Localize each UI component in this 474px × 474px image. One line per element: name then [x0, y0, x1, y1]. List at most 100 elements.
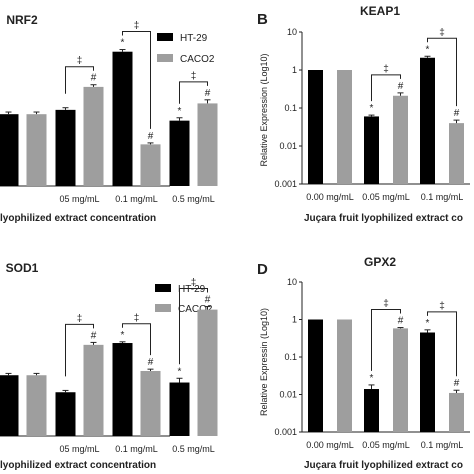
panel-sod1: SOD1 lyophilized extract concentration H… [0, 261, 218, 471]
x-tick-label: 0.1 mg/mL [421, 192, 464, 202]
comparison-bracket [179, 81, 208, 104]
panel-nrf2-legend: HT-29 CACO2 [157, 33, 215, 65]
significance-hash: # [148, 357, 154, 368]
legend-swatch-caco2 [155, 304, 171, 312]
x-tick-label: 0.1 mg/mL [421, 440, 464, 450]
panel-gpx2-title: GPX2 [364, 255, 396, 269]
bar-caco2-1 [393, 95, 408, 184]
y-tick-label: 10 [287, 277, 297, 287]
x-tick-label: 0.5 mg/mL [172, 444, 215, 454]
comparison-bracket [122, 323, 151, 356]
bracket-label: ‡ [439, 27, 445, 38]
comparison-bracket [371, 74, 401, 102]
bar-ht29-0 [0, 375, 19, 436]
panel-gpx2-letter: D [257, 261, 268, 278]
significance-hash: # [91, 330, 97, 341]
bracket-label: ‡ [191, 278, 197, 289]
panel-sod1-xlabel: lyophilized extract concentration [0, 460, 156, 471]
legend-label-caco2: CACO2 [178, 304, 213, 315]
panel-sod1-legend: HT-29 CACO2 [155, 284, 213, 315]
y-tick-label: 0.01 [279, 141, 297, 151]
y-tick-label: 1 [292, 65, 297, 75]
x-tick-label: 0.05 mg/mL [362, 440, 410, 450]
significance-hash: # [398, 81, 404, 92]
bar-caco2-1 [83, 86, 104, 186]
comparison-bracket [65, 66, 94, 94]
y-tick-label: 0.001 [274, 427, 297, 437]
bar-caco2-0 [337, 319, 352, 432]
comparison-bracket [65, 323, 94, 377]
x-tick-label: 05 mg/mL [59, 444, 99, 454]
bracket-label: ‡ [77, 56, 83, 67]
significance-hash: # [205, 88, 211, 99]
significance-hash: # [148, 131, 154, 142]
bar-caco2-0 [26, 114, 47, 186]
y-tick-label: 0.001 [274, 179, 297, 189]
panel-keap1-ylabel: Relative Expression (Log10) [259, 53, 269, 166]
bar-ht29-3 [169, 382, 190, 436]
bar-caco2-0 [337, 70, 352, 184]
significance-hash: # [454, 378, 460, 389]
legend-label-caco2: CACO2 [180, 54, 215, 65]
panel-nrf2: NRF2 lyophilized extract concentration H… [0, 13, 218, 224]
significance-star: * [178, 106, 182, 117]
x-tick-label: 0.00 mg/mL [306, 440, 354, 450]
x-tick-label: 0.1 mg/mL [115, 194, 158, 204]
significance-hash: # [205, 295, 211, 306]
bar-caco2-3 [197, 103, 218, 186]
bracket-label: ‡ [134, 21, 140, 32]
x-tick-label: 0.00 mg/mL [306, 192, 354, 202]
bar-caco2-3 [197, 309, 218, 436]
comparison-bracket [179, 288, 208, 365]
panel-keap1-title: KEAP1 [360, 4, 400, 18]
bar-ht29-2 [420, 57, 435, 184]
significance-hash: # [454, 108, 460, 119]
bar-caco2-1 [393, 328, 408, 432]
bar-caco2-1 [83, 344, 104, 436]
bar-ht29-1 [55, 392, 76, 436]
significance-hash: # [91, 73, 97, 84]
legend-swatch-caco2 [157, 54, 173, 62]
bracket-label: ‡ [383, 64, 389, 75]
significance-hash: # [398, 316, 404, 327]
bar-ht29-2 [112, 51, 133, 187]
y-tick-label: 0.01 [279, 390, 297, 400]
bar-caco2-2 [140, 370, 161, 436]
panel-keap1: B KEAP1 Relative Expression (Log10) Juça… [257, 4, 470, 224]
legend-label-ht29: HT-29 [178, 284, 206, 295]
bar-ht29-3 [169, 120, 190, 186]
bar-caco2-2 [449, 123, 464, 184]
x-tick-label: 05 mg/mL [59, 194, 99, 204]
bar-ht29-2 [112, 343, 133, 436]
significance-star: * [426, 44, 430, 55]
panel-keap1-xlabel: Juçara fruit lyophilized extract co [304, 213, 463, 224]
bracket-label: ‡ [191, 71, 197, 82]
significance-star: * [121, 330, 125, 341]
panel-nrf2-xlabel: lyophilized extract concentration [0, 213, 156, 224]
significance-star: * [121, 38, 125, 49]
bar-caco2-0 [26, 375, 47, 436]
x-tick-label: 0.5 mg/mL [172, 194, 215, 204]
bar-caco2-2 [140, 144, 161, 186]
bar-ht29-0 [308, 70, 323, 184]
bar-ht29-1 [364, 116, 379, 184]
bar-ht29-1 [55, 109, 76, 186]
bar-ht29-0 [308, 319, 323, 432]
x-tick-label: 0.1 mg/mL [115, 444, 158, 454]
legend-swatch-ht29 [155, 284, 171, 292]
panel-nrf2-title: NRF2 [6, 13, 38, 27]
legend-label-ht29: HT-29 [180, 33, 208, 44]
significance-star: * [426, 318, 430, 329]
panel-gpx2-xlabel: Juçara fruit lyophilized extract co [304, 460, 463, 471]
y-tick-label: 1 [292, 315, 297, 325]
bracket-label: ‡ [134, 313, 140, 324]
panel-gpx2-ylabel: Relative Expressin (Log10) [259, 308, 269, 416]
comparison-bracket [122, 31, 151, 129]
y-tick-label: 0.1 [284, 352, 297, 362]
panel-sod1-title: SOD1 [6, 261, 39, 275]
bar-ht29-0 [0, 114, 19, 186]
bracket-label: ‡ [439, 301, 445, 312]
significance-star: * [370, 103, 374, 114]
y-tick-label: 0.1 [284, 103, 297, 113]
